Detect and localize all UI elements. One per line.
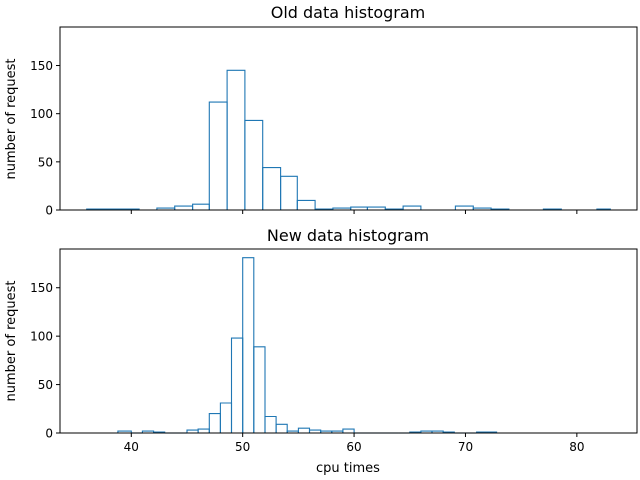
new-data-histogram-axes: New data histogram number of request cpu…: [4, 226, 638, 476]
old-axes-frame: [59, 26, 638, 211]
new-hist-bin-0: [117, 430, 132, 433]
new-y-axis-label: number of request: [4, 281, 19, 402]
old-data-histogram-axes: Old data histogram number of request 0 50…: [4, 3, 638, 218]
old-x-ticks: [130, 210, 578, 214]
old-y-tick-label-150: 150: [30, 59, 53, 73]
new-y-tick-label-0: 0: [45, 427, 53, 441]
old-y-tick-label-100: 100: [30, 107, 53, 121]
new-hist-bin-20: [342, 428, 355, 433]
new-y-ticks: 0 50 100 150: [30, 281, 60, 441]
old-y-tick-label-50: 50: [38, 155, 53, 169]
new-axes-frame: [59, 248, 638, 434]
new-y-tick-label-100: 100: [30, 330, 53, 344]
new-hist-bin-11: [242, 257, 255, 433]
old-chart-title: Old data histogram: [271, 3, 426, 22]
new-x-tick-label-60: 60: [346, 440, 361, 454]
new-x-tick-label-80: 80: [569, 440, 584, 454]
new-hist-bin-14: [275, 423, 288, 433]
new-x-tick-label-40: 40: [124, 440, 139, 454]
new-chart-title: New data histogram: [267, 226, 429, 245]
new-x-tick-label-70: 70: [458, 440, 473, 454]
new-x-tick-label-50: 50: [235, 440, 250, 454]
new-y-tick-label-50: 50: [38, 378, 53, 392]
old-hist-bin-12: [296, 199, 316, 210]
new-x-axis-label: cpu times: [316, 461, 380, 476]
old-hist-bin-11: [280, 175, 298, 210]
new-y-tick-label-150: 150: [30, 281, 53, 295]
old-hist-bin-9: [244, 119, 264, 210]
old-y-tick-label-0: 0: [45, 204, 53, 218]
old-hist-bin-18: [402, 205, 422, 210]
new-x-ticks: 40 50 60 70 80: [124, 433, 584, 454]
old-y-axis-label: number of request: [4, 59, 19, 180]
new-hist-bin-12: [253, 346, 266, 433]
old-histogram-bars: [86, 69, 611, 211]
old-y-ticks: 0 50 100 150: [30, 59, 60, 218]
